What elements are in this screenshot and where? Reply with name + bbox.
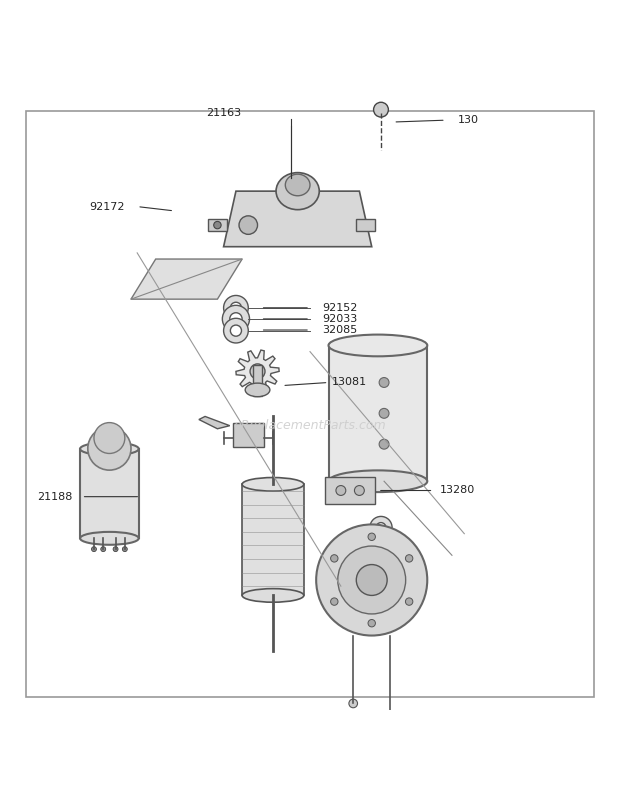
Ellipse shape bbox=[245, 383, 270, 397]
Text: 92172: 92172 bbox=[89, 201, 125, 212]
Circle shape bbox=[330, 555, 338, 562]
Circle shape bbox=[379, 439, 389, 449]
Circle shape bbox=[338, 546, 405, 614]
Circle shape bbox=[239, 216, 257, 234]
Bar bbox=[329, 346, 427, 481]
Circle shape bbox=[349, 699, 358, 707]
Circle shape bbox=[224, 318, 248, 343]
Circle shape bbox=[370, 516, 392, 539]
Ellipse shape bbox=[242, 477, 304, 491]
Circle shape bbox=[376, 523, 386, 533]
Ellipse shape bbox=[285, 174, 310, 196]
Circle shape bbox=[368, 619, 376, 627]
Ellipse shape bbox=[80, 532, 139, 545]
Circle shape bbox=[405, 598, 413, 606]
Circle shape bbox=[101, 547, 105, 552]
Bar bbox=[356, 219, 375, 231]
Circle shape bbox=[374, 103, 388, 117]
Bar bbox=[252, 365, 262, 396]
Text: 92033: 92033 bbox=[322, 314, 358, 324]
Bar bbox=[208, 219, 227, 231]
Circle shape bbox=[316, 525, 427, 635]
Circle shape bbox=[330, 598, 338, 606]
Circle shape bbox=[122, 547, 127, 552]
Circle shape bbox=[250, 364, 265, 379]
Text: 130: 130 bbox=[458, 115, 479, 125]
Bar bbox=[242, 484, 304, 595]
Polygon shape bbox=[199, 416, 230, 429]
Circle shape bbox=[379, 378, 389, 387]
Ellipse shape bbox=[329, 334, 427, 356]
Circle shape bbox=[92, 547, 97, 552]
Ellipse shape bbox=[329, 471, 427, 492]
Ellipse shape bbox=[276, 172, 319, 209]
Text: 21163: 21163 bbox=[206, 108, 241, 119]
Text: eReplacementParts.com: eReplacementParts.com bbox=[234, 419, 386, 432]
Bar bbox=[80, 449, 139, 538]
Ellipse shape bbox=[242, 589, 304, 602]
Circle shape bbox=[379, 408, 389, 419]
Circle shape bbox=[356, 565, 387, 595]
Text: 92152: 92152 bbox=[322, 303, 358, 313]
Text: 32085: 32085 bbox=[322, 325, 358, 335]
Circle shape bbox=[355, 485, 365, 496]
Circle shape bbox=[336, 485, 346, 496]
Circle shape bbox=[405, 555, 413, 562]
Ellipse shape bbox=[80, 443, 139, 456]
Circle shape bbox=[231, 325, 241, 336]
Circle shape bbox=[223, 306, 249, 333]
Circle shape bbox=[230, 313, 242, 325]
Text: 21188: 21188 bbox=[37, 492, 73, 502]
Polygon shape bbox=[236, 350, 279, 393]
Circle shape bbox=[231, 302, 241, 314]
Text: 13081: 13081 bbox=[332, 378, 366, 387]
Circle shape bbox=[224, 295, 248, 320]
Circle shape bbox=[368, 533, 376, 541]
Bar bbox=[233, 423, 264, 448]
Polygon shape bbox=[131, 259, 242, 299]
Circle shape bbox=[386, 724, 394, 732]
Circle shape bbox=[94, 423, 125, 453]
Text: 13280: 13280 bbox=[440, 485, 475, 496]
Bar bbox=[326, 476, 375, 504]
Circle shape bbox=[113, 547, 118, 552]
Polygon shape bbox=[224, 191, 372, 247]
Circle shape bbox=[88, 427, 131, 470]
Circle shape bbox=[214, 221, 221, 229]
